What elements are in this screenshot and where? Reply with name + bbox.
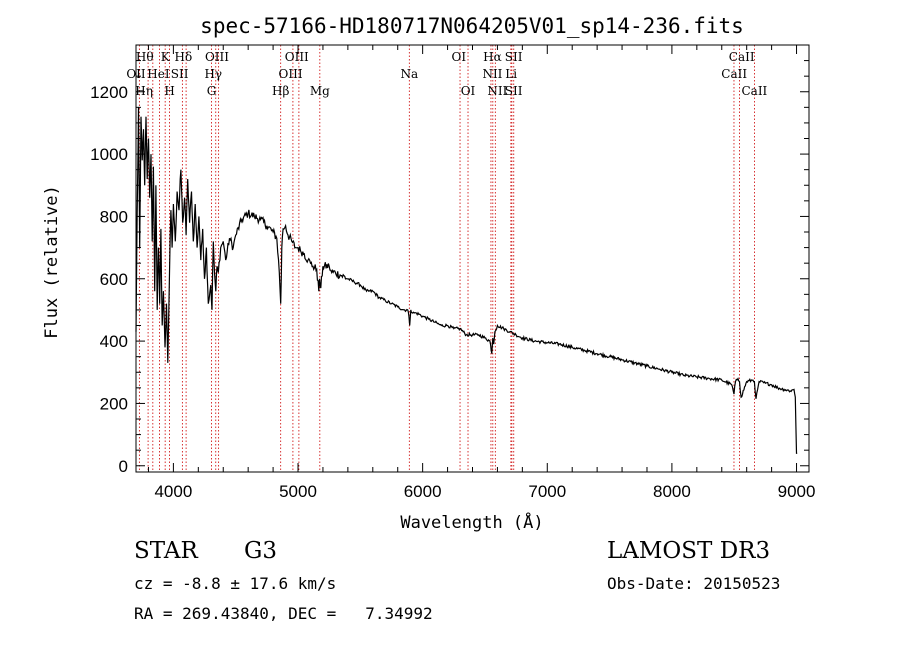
line-label: NII (482, 67, 502, 81)
line-label: OI (452, 50, 467, 64)
object-type: STAR (134, 538, 198, 564)
coordinates: RA = 269.43840, DEC = 7.34992 (134, 604, 433, 623)
line-label: Na (400, 67, 418, 81)
y-tick-label: 200 (100, 394, 128, 413)
line-label: OIII (205, 50, 229, 64)
line-label: G (207, 84, 217, 98)
y-tick-label: 800 (100, 207, 128, 226)
spectrum-chart: spec-57166-HD180717N064205V01_sp14-236.f… (42, 14, 816, 533)
x-axis-label: Wavelength (Å) (400, 511, 543, 533)
line-label: SII (505, 84, 523, 98)
line-label: Hβ (272, 84, 289, 98)
y-tick-label: 1000 (90, 145, 128, 164)
plot-frame (135, 44, 810, 473)
line-label: SII (505, 50, 523, 64)
line-label: SII (171, 67, 189, 81)
line-label: CaII (729, 50, 755, 64)
y-tick-label: 1200 (90, 83, 128, 102)
survey-name: LAMOST DR3 (607, 538, 771, 564)
x-tick-label: 9000 (778, 482, 816, 501)
line-label: HeI (147, 67, 170, 81)
line-label: OIII (279, 67, 303, 81)
y-tick-label: 400 (100, 332, 128, 351)
y-axis-label: Flux (relative) (42, 185, 62, 339)
x-tick-label: 5000 (279, 482, 317, 501)
line-label: H (164, 84, 174, 98)
x-tick-label: 6000 (404, 482, 442, 501)
line-label: Hγ (204, 67, 222, 81)
line-label: Hδ (175, 50, 193, 64)
line-label: CaII (741, 84, 767, 98)
x-tick-label: 7000 (528, 482, 566, 501)
y-tick-label: 0 (119, 457, 128, 476)
line-label: Hη (135, 84, 153, 98)
line-label: Hα (483, 50, 502, 64)
observation-date: Obs-Date: 20150523 (607, 574, 781, 593)
x-axis: 4000 5000 6000 7000 8000 9000 (147, 45, 816, 501)
x-tick-label: 4000 (154, 482, 192, 501)
line-label: Hθ (136, 50, 154, 64)
line-label: Li (505, 67, 517, 81)
line-label: K (161, 50, 171, 64)
line-label: NII (487, 84, 507, 98)
line-label: OIII (285, 50, 309, 64)
radial-velocity: cz = -8.8 ± 17.6 km/s (134, 574, 337, 593)
line-label: Mg (310, 84, 330, 98)
spectral-subclass: G3 (244, 538, 278, 564)
y-axis: 0 200 400 600 800 1000 1200 (90, 60, 809, 476)
x-tick-label: 8000 (653, 482, 691, 501)
emission-line-markers (138, 45, 755, 472)
line-label: OI (461, 84, 476, 98)
chart-title: spec-57166-HD180717N064205V01_sp14-236.f… (200, 14, 744, 38)
line-label: CaII (721, 67, 747, 81)
flux-series-line (135, 107, 798, 454)
y-tick-label: 600 (100, 270, 128, 289)
